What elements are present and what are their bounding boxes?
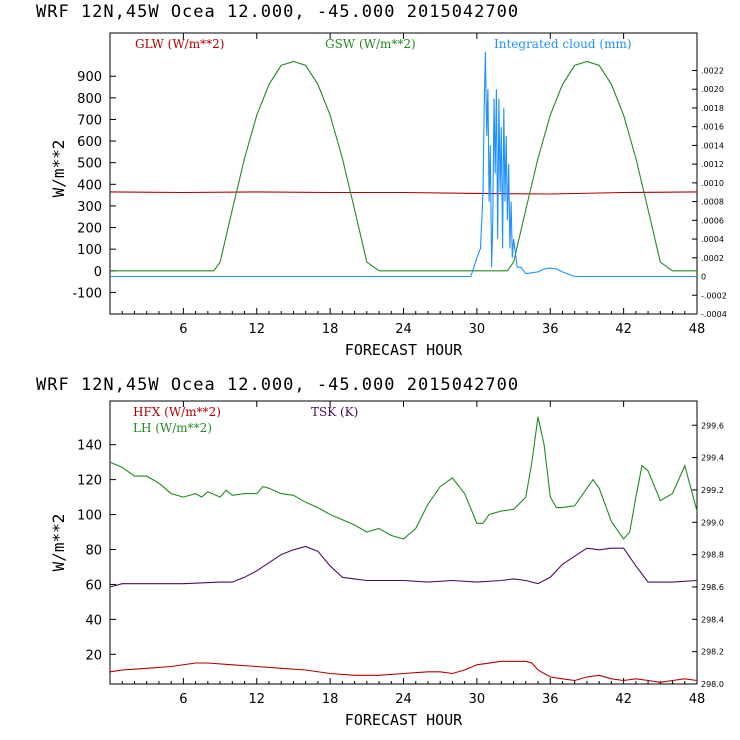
right-tick-label: .0006 <box>701 216 724 225</box>
x-tick-label: 36 <box>542 692 559 707</box>
right-tick-label: 0 <box>701 273 706 282</box>
x-tick-label: 42 <box>615 692 632 707</box>
y-tick-label: 0 <box>94 265 102 280</box>
x-tick-label: 18 <box>322 322 339 337</box>
right-tick-label: .0012 <box>701 160 724 169</box>
right-tick-label: .0002 <box>701 254 724 263</box>
top-chart: 6 12 18 24 30 36 42 48 -100 0 100 200 300 400 500 600 70… <box>49 32 727 359</box>
x-tick-label: 6 <box>179 322 187 337</box>
y-tick-label: 40 <box>85 613 102 628</box>
x-tick-label: 30 <box>469 322 486 337</box>
bottom-chart-title: WRF 12N,45W Ocea 12.000, -45.000 2015042… <box>36 375 519 395</box>
right-tick-label: 298.0 <box>701 680 724 689</box>
bottom-chart: 6 12 18 24 30 36 42 48 20 40 60 80 100 120 140 298.0 298… <box>49 400 724 729</box>
series-line-hfx <box>109 660 698 683</box>
y-tick-label: 100 <box>77 243 102 258</box>
y-tick-label: 400 <box>77 178 102 193</box>
right-tick-label: 298.8 <box>701 551 724 560</box>
right-tick-label: .0016 <box>701 123 724 132</box>
x-tick-label: 48 <box>689 322 706 337</box>
y-tick-label: 100 <box>77 509 102 524</box>
x-tick-label: 30 <box>469 692 486 707</box>
x-tick-label: 42 <box>615 322 632 337</box>
legend-hfx: HFX (W/m**2) <box>133 405 221 419</box>
y-tick-label: -100 <box>72 286 102 301</box>
x-axis-title: FORECAST HOUR <box>345 711 463 729</box>
y-tick-label: 600 <box>77 135 102 150</box>
right-tick-label: .0022 <box>701 66 724 75</box>
right-tick-label: 298.4 <box>701 615 724 624</box>
series-line-tsk <box>109 545 698 588</box>
x-tick-label: 18 <box>322 692 339 707</box>
x-tick-label: 24 <box>395 322 412 337</box>
series-line-integrated <box>110 51 697 278</box>
right-tick-label: -.0004 <box>701 310 727 319</box>
series-line-glw <box>109 191 698 195</box>
plot-frame <box>109 400 698 685</box>
legend-lh: LH (W/m**2) <box>133 421 212 435</box>
series-line-lh <box>109 416 698 540</box>
legend-integrated: Integrated cloud (mm) <box>494 37 632 51</box>
x-tick-label: 12 <box>248 692 265 707</box>
right-tick-label: .0014 <box>701 141 724 150</box>
x-tick-label: 24 <box>395 692 412 707</box>
y-tick-label: 120 <box>77 474 102 489</box>
x-tick-label: 36 <box>542 322 559 337</box>
right-tick-label: 299.4 <box>701 454 724 463</box>
right-tick-label: 299.2 <box>701 486 724 495</box>
y-tick-label: 80 <box>85 543 102 558</box>
top-chart-title: WRF 12N,45W Ocea 12.000, -45.000 2015042… <box>36 2 519 22</box>
right-tick-label: .0008 <box>701 198 724 207</box>
plot-frame <box>109 32 698 315</box>
x-tick-label: 12 <box>248 322 265 337</box>
right-tick-label: 299.0 <box>701 518 724 527</box>
y-tick-label: 200 <box>77 222 102 237</box>
y-tick-label: 140 <box>77 439 102 454</box>
legend-gsw: GSW (W/m**2) <box>325 37 416 51</box>
y-axis-title: W/m**2 <box>49 514 68 572</box>
x-tick-label: 6 <box>179 692 187 707</box>
y-tick-label: 900 <box>77 70 102 85</box>
right-tick-label: .0010 <box>701 179 724 188</box>
right-tick-label: -.0002 <box>701 291 727 300</box>
right-tick-label: .0018 <box>701 104 724 113</box>
y-axis-title: W/m**2 <box>49 140 68 198</box>
legend-glw: GLW (W/m**2) <box>135 37 224 51</box>
x-axis-title: FORECAST HOUR <box>345 341 463 359</box>
right-tick-label: 299.6 <box>701 421 724 430</box>
x-tick-label: 48 <box>689 692 706 707</box>
right-tick-label: .0004 <box>701 235 724 244</box>
y-tick-label: 800 <box>77 92 102 107</box>
right-tick-label: .0020 <box>701 85 724 94</box>
y-tick-label: 300 <box>77 200 102 215</box>
y-tick-label: 60 <box>85 578 102 593</box>
y-tick-label: 500 <box>77 157 102 172</box>
series-line-gsw <box>110 60 697 272</box>
right-tick-label: 298.2 <box>701 648 724 657</box>
y-tick-label: 20 <box>85 648 102 663</box>
right-tick-label: 298.6 <box>701 583 724 592</box>
legend-tsk: TSK (K) <box>311 405 358 419</box>
y-tick-label: 700 <box>77 113 102 128</box>
